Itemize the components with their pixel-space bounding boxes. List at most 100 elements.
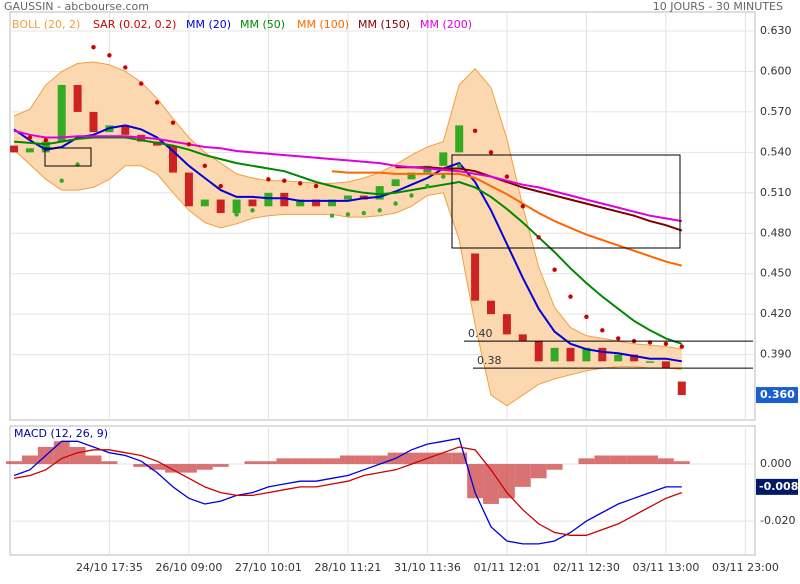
candle <box>89 111 98 133</box>
sar-dot <box>170 120 176 125</box>
sar-dot <box>409 193 414 198</box>
y-tick-label: 0.420 <box>760 307 792 320</box>
x-tick-label: 27/10 10:01 <box>235 561 302 574</box>
x-tick-label: 02/11 12:30 <box>553 561 620 574</box>
sar-dot <box>139 81 144 86</box>
candle <box>280 192 289 207</box>
y-tick-label: 0.540 <box>760 145 792 158</box>
candle <box>455 125 464 153</box>
sar-dot <box>393 201 398 206</box>
sar-dot <box>361 210 366 216</box>
sar-dot <box>552 267 557 272</box>
sar-dot <box>298 181 303 186</box>
bollinger-upper <box>13 61 682 350</box>
histogram-bar <box>101 461 118 465</box>
histogram-bar <box>403 452 420 465</box>
histogram-bar <box>85 455 102 465</box>
chart-title: GAUSSIN - abcbourse.com <box>4 0 149 13</box>
histogram-bar <box>276 458 293 465</box>
y-tick-label: 0.600 <box>760 64 792 77</box>
histogram-bar <box>546 464 563 470</box>
legend-entry: MM (50) <box>240 18 285 31</box>
histogram-bar <box>260 461 277 465</box>
histogram-bar <box>673 461 690 465</box>
x-tick-label: 03/11 23:00 <box>712 561 779 574</box>
sar-dot <box>568 294 573 299</box>
sar-dot <box>584 314 589 320</box>
sar-dot <box>91 44 96 50</box>
y-tick-label: 0.510 <box>760 186 792 199</box>
moving-average <box>395 166 683 232</box>
sar-dot <box>441 174 446 179</box>
sar-dot <box>266 177 271 182</box>
histogram-bar <box>53 441 70 465</box>
x-tick-label: 03/11 13:00 <box>632 561 699 574</box>
sar-dot <box>123 65 128 70</box>
candle <box>41 141 50 153</box>
sar-dot <box>663 341 669 347</box>
histogram-bar <box>196 464 213 470</box>
moving-average <box>13 129 682 223</box>
last-value-label: -0.008 <box>759 480 798 493</box>
candle <box>677 381 686 396</box>
y-tick-label: 0.630 <box>760 24 792 37</box>
sar-dot <box>472 128 478 133</box>
candle <box>232 199 241 214</box>
legend-entry: MM (100) <box>297 18 349 31</box>
sar-dot <box>457 163 462 169</box>
histogram-bar <box>435 452 452 465</box>
legend-entry: BOLL (20, 2) <box>12 18 80 31</box>
candle <box>343 195 352 200</box>
x-tick-label: 24/10 17:35 <box>76 561 143 574</box>
labels: 24/10 17:35 26/10 09:00 27/10 10:01 28/10 1… <box>12 18 798 574</box>
candle <box>200 199 209 207</box>
sar-dot <box>679 344 684 349</box>
sar-dot <box>345 212 351 217</box>
sar-dot <box>520 204 525 209</box>
candle <box>582 347 591 362</box>
histogram-bar <box>483 464 499 504</box>
histogram-bar <box>180 464 197 473</box>
sar-dot <box>329 213 335 218</box>
histogram-bar <box>514 464 531 487</box>
last-price-label: 0.360 <box>760 388 795 401</box>
candle <box>248 199 257 207</box>
histogram-bar <box>149 464 166 470</box>
candle <box>391 179 400 187</box>
candle <box>614 354 623 362</box>
candle <box>312 199 321 207</box>
candle <box>661 361 670 369</box>
histogram-bar <box>69 446 86 465</box>
sar-dot <box>488 150 494 155</box>
candle <box>566 347 575 362</box>
histogram-bar <box>6 461 22 465</box>
annotation-label: 0.38 <box>477 354 502 367</box>
histogram-bar <box>292 458 309 465</box>
x-tick-label: 01/11 12:01 <box>473 561 540 574</box>
histogram-bar <box>133 464 150 467</box>
y-tick-label: -0.020 <box>760 514 795 527</box>
candle <box>646 361 654 363</box>
candle <box>598 347 607 362</box>
sar-dot <box>616 336 621 341</box>
sar-dot <box>186 142 192 147</box>
histogram-bar <box>530 464 547 479</box>
sar-dot <box>425 183 430 189</box>
sar-dot <box>234 212 239 217</box>
x-tick-label: 26/10 09:00 <box>155 561 222 574</box>
histogram-bar <box>594 455 611 465</box>
candle <box>169 145 177 173</box>
candle <box>407 172 416 180</box>
histogram-bar <box>212 464 229 467</box>
sar-dot <box>27 135 33 140</box>
sar-dot <box>154 100 160 105</box>
histogram-bar <box>642 455 658 465</box>
legend-entry: MM (20) <box>186 18 231 31</box>
histogram-bar <box>355 455 372 465</box>
sar-dot <box>59 178 64 183</box>
bollinger-lower <box>13 149 682 407</box>
histogram-bar <box>244 461 261 465</box>
histogram-bar <box>498 464 515 499</box>
moving-average <box>13 136 683 345</box>
